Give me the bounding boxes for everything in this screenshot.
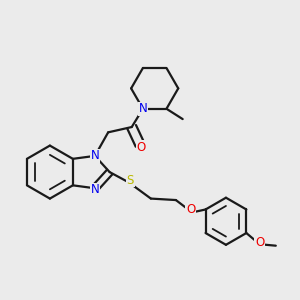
Text: O: O <box>137 141 146 154</box>
Text: N: N <box>91 149 99 162</box>
Text: S: S <box>127 173 134 187</box>
Text: O: O <box>186 203 195 216</box>
Text: N: N <box>91 183 99 196</box>
Text: O: O <box>255 236 264 249</box>
Text: N: N <box>139 102 147 115</box>
